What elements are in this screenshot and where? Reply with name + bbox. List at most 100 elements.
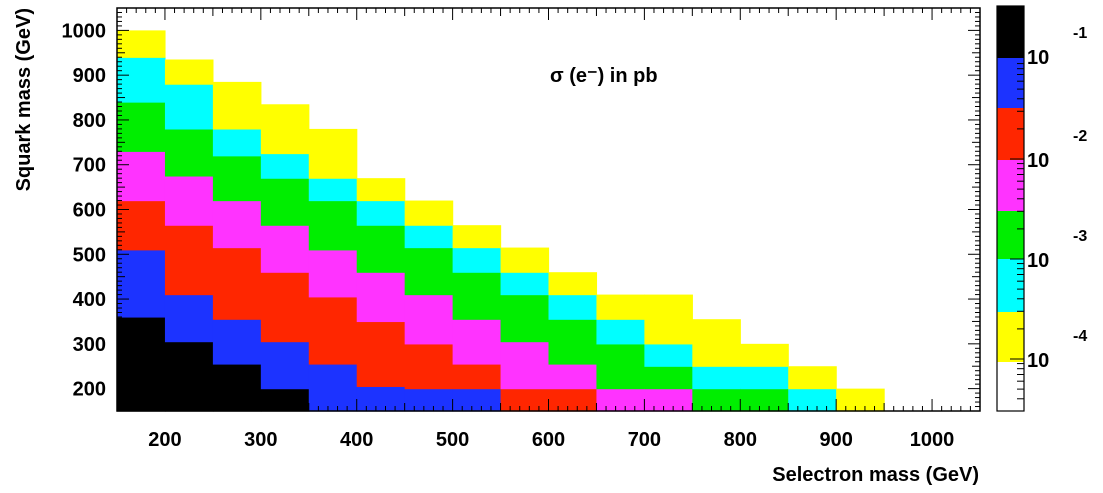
heatmap-cell [356,386,406,412]
heatmap-cell [164,84,214,130]
heatmap-cell [212,128,262,157]
x-tick-label: 800 [724,429,757,451]
heatmap-cell [452,319,502,365]
heatmap-cell [117,30,166,58]
heatmap-cell [356,225,406,273]
heatmap-cell [212,81,262,130]
y-tick-label: 700 [73,155,106,177]
heatmap-cell [117,151,166,202]
heatmap-cell [260,153,310,179]
heatmap-cell [788,366,837,390]
heatmap-cell [692,366,741,390]
heatmap-cell [260,272,310,343]
colorbar-band [997,312,1024,363]
heatmap-cell [164,294,214,343]
heatmap-cell [500,247,550,273]
heatmap-cell [308,178,358,202]
heatmap-cell [500,294,550,343]
y-tick-label: 900 [73,65,106,87]
y-tick-label: 800 [73,110,106,132]
colorbar: 10 -1 10 -2 10 -3 10 -4 [996,5,1087,412]
heatmap-cell [404,247,454,296]
heatmap-cell [308,296,358,365]
heatmap-cell [548,363,598,390]
heatmap-cell [260,104,310,155]
heatmap-cell [596,388,645,412]
x-tick-label: 700 [628,429,661,451]
heatmap-cell [308,249,358,298]
heatmap-cell [404,200,454,226]
heatmap-cell [548,294,598,320]
y-tick-label: 1000 [62,20,107,42]
heatmap-cell [164,175,214,226]
heatmap-cell [356,200,406,226]
colorbar-label-exponent: -3 [1073,228,1087,245]
heatmap-cell [164,341,214,412]
heatmap-cell [356,321,406,387]
heatmap-cell [404,225,454,249]
x-tick-label: 300 [244,429,277,451]
heatmap-cell [308,128,358,179]
heatmap-cell [596,294,645,320]
x-axis-label: Selectron mass (GeV) [772,464,979,486]
colorbar-label-base: 10 [1027,250,1049,272]
colorbar-band [997,58,1024,109]
heatmap-cell [212,155,262,202]
colorbar-frame [996,5,1025,412]
heatmap-cell [452,363,502,390]
heatmap-cell [500,341,550,390]
heatmap-cell [500,388,550,412]
heatmap-cell [404,343,454,390]
heatmap-cell [452,388,502,412]
heatmap-cell [740,388,789,412]
heatmap-cell [452,247,502,273]
heatmap-cell [548,319,598,365]
heatmap-cell [117,316,166,412]
heatmap-cell [260,388,310,412]
x-tick-label: 500 [436,429,469,451]
heatmap-cell [644,388,693,412]
colorbar-label-base: 10 [1027,150,1049,172]
y-tick-label: 300 [73,334,106,356]
colorbar-band [997,6,1024,59]
heatmap-cell [212,319,262,365]
heatmap-cell [404,388,454,412]
x-axis: 200 300 400 500 600 700 800 900 1000 [116,8,981,451]
x-tick-label: 600 [532,429,565,451]
heatmap-cell [596,343,645,390]
heatmap-cell [117,200,166,251]
heatmap-cell [212,247,262,320]
heatmap-cell [692,319,741,367]
heatmap-cell [117,102,166,152]
y-tick-label: 500 [73,244,106,266]
heatmap-cell [548,272,598,296]
heatmap-cell [212,200,262,249]
heatmap-cell [596,319,645,345]
x-tick-label: 400 [340,429,373,451]
heatmap-cell [548,388,598,412]
colorbar-label-base: 10 [1027,47,1049,69]
heatmap-cell [117,249,166,318]
heatmap-cell [644,366,693,390]
x-tick-label: 900 [819,429,852,451]
heatmap-cell [788,388,837,412]
heatmap-cell [836,388,885,412]
heatmap-cell [356,272,406,323]
colorbar-label-exponent: -4 [1073,328,1087,345]
heatmap-cell [452,225,502,249]
heatmap-cell [404,294,454,345]
heatmap-cell [740,343,789,367]
x-tick-label: 200 [148,429,181,451]
y-tick-label: 200 [73,379,106,401]
colorbar-label-exponent: -1 [1073,25,1087,42]
colorbar-band [997,160,1024,212]
heatmap-cell [740,366,789,390]
heatmap-cell [260,341,310,390]
y-axis-label: Squark mass (GeV) [13,8,35,191]
heatmap-cell [500,272,550,296]
colorbar-label-exponent: -2 [1073,128,1087,145]
heatmap-cell [644,343,693,367]
colorbar-band [997,362,1024,412]
colorbar-band [997,108,1024,161]
chart-title: σ (e⁻) in pb [550,65,658,87]
